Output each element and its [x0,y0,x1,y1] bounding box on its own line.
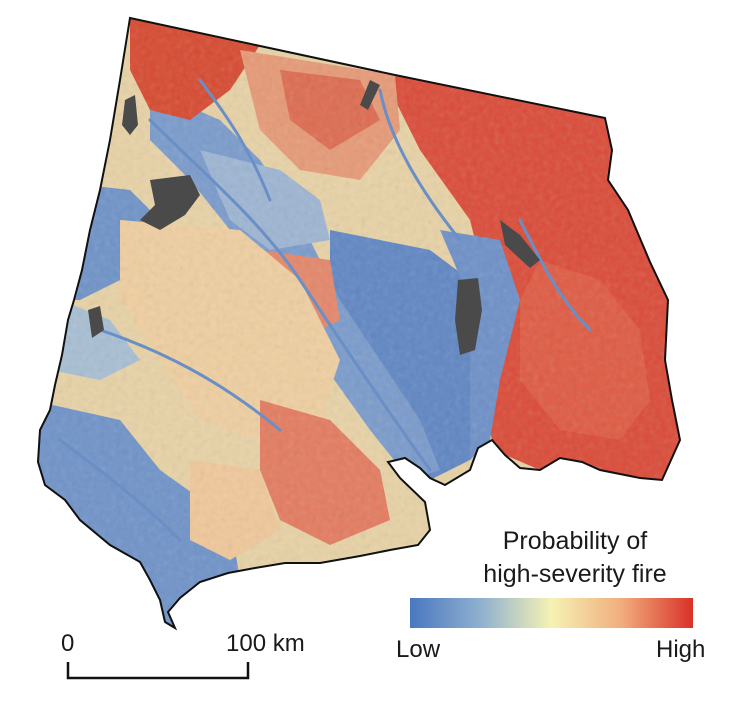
river-east [518,218,592,332]
lake-east [500,220,540,268]
legend-title-line2: high-severity fire [483,560,667,588]
region-boundary [36,16,682,631]
lake-northwest [122,95,138,135]
legend-title-line1: Probability of [502,527,648,555]
legend-color-ramp [410,598,693,628]
lake-southwest [88,306,104,338]
scale-bar-end-label: 100 km [226,630,305,657]
river-northeast [378,88,462,242]
drainage-network [58,78,592,542]
lake-central [455,278,482,355]
legend-low-label: Low [396,636,441,663]
river-west [98,328,282,432]
river-southwest [58,438,182,542]
lake-west [140,175,200,230]
scale-bar-start-label: 0 [61,630,75,657]
scale-bar-line [66,662,250,680]
river-main [148,118,432,472]
legend-high-label: High [656,636,706,663]
river-north [198,78,272,202]
scale-bar [66,662,250,680]
lake-north [360,80,380,110]
water-bodies [88,80,540,355]
